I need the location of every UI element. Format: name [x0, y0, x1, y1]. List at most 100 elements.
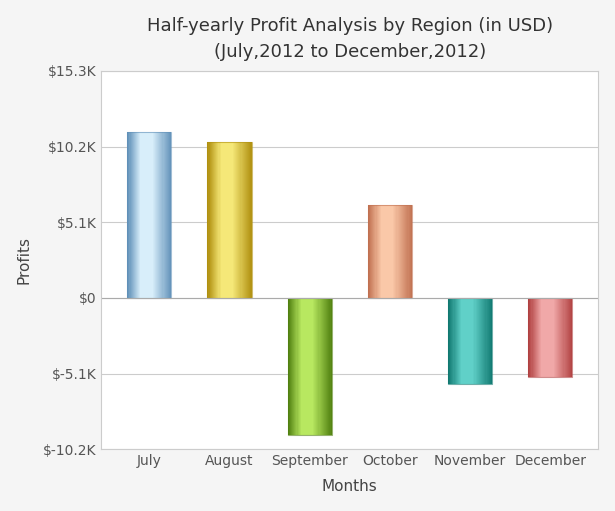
- Bar: [323, 298, 324, 434]
- Bar: [306, 298, 308, 434]
- Bar: [208, 142, 210, 298]
- Bar: [383, 204, 384, 298]
- Bar: [466, 298, 467, 384]
- Bar: [161, 132, 162, 298]
- Bar: [304, 298, 305, 434]
- Bar: [400, 204, 401, 298]
- Bar: [314, 298, 315, 434]
- Bar: [294, 298, 295, 434]
- Bar: [243, 142, 244, 298]
- Bar: [315, 298, 316, 434]
- Bar: [391, 204, 392, 298]
- Bar: [150, 132, 151, 298]
- Bar: [490, 298, 491, 384]
- Bar: [448, 298, 449, 384]
- Bar: [481, 298, 482, 384]
- Bar: [559, 298, 560, 377]
- Bar: [542, 298, 544, 377]
- Bar: [410, 204, 411, 298]
- Bar: [157, 132, 158, 298]
- Bar: [224, 142, 225, 298]
- Bar: [390, 204, 391, 298]
- Bar: [387, 204, 389, 298]
- Bar: [407, 204, 408, 298]
- Bar: [478, 298, 479, 384]
- Bar: [312, 298, 313, 434]
- Bar: [242, 142, 243, 298]
- Bar: [149, 132, 150, 298]
- Bar: [245, 142, 246, 298]
- Bar: [482, 298, 483, 384]
- Bar: [459, 298, 460, 384]
- Bar: [550, 298, 551, 377]
- Bar: [298, 298, 299, 434]
- Bar: [483, 298, 485, 384]
- Bar: [308, 298, 309, 434]
- Bar: [468, 298, 469, 384]
- Bar: [555, 298, 556, 377]
- Bar: [234, 142, 235, 298]
- Bar: [247, 142, 248, 298]
- Bar: [299, 298, 300, 434]
- Bar: [288, 298, 290, 434]
- Bar: [215, 142, 216, 298]
- Bar: [237, 142, 238, 298]
- Bar: [404, 204, 405, 298]
- Bar: [370, 204, 371, 298]
- Bar: [235, 142, 236, 298]
- Bar: [223, 142, 224, 298]
- Bar: [568, 298, 569, 377]
- Bar: [320, 298, 322, 434]
- Bar: [133, 132, 134, 298]
- Bar: [380, 204, 381, 298]
- Bar: [544, 298, 545, 377]
- Bar: [146, 132, 147, 298]
- Bar: [571, 298, 573, 377]
- Bar: [394, 204, 395, 298]
- Bar: [378, 204, 379, 298]
- Bar: [319, 298, 320, 434]
- Bar: [132, 132, 133, 298]
- Bar: [249, 142, 250, 298]
- Bar: [213, 142, 214, 298]
- Bar: [566, 298, 567, 377]
- Bar: [250, 142, 252, 298]
- Bar: [130, 132, 132, 298]
- Bar: [536, 298, 537, 377]
- Bar: [296, 298, 298, 434]
- Bar: [231, 142, 232, 298]
- Bar: [158, 132, 159, 298]
- Bar: [403, 204, 404, 298]
- Bar: [386, 204, 387, 298]
- Bar: [450, 298, 451, 384]
- Bar: [488, 298, 489, 384]
- Bar: [305, 298, 306, 434]
- Y-axis label: Profits: Profits: [17, 236, 31, 284]
- Bar: [382, 204, 383, 298]
- Bar: [528, 298, 573, 377]
- Bar: [221, 142, 222, 298]
- Bar: [384, 204, 386, 298]
- Bar: [449, 298, 450, 384]
- Bar: [565, 298, 566, 377]
- Bar: [228, 142, 229, 298]
- Bar: [491, 298, 492, 384]
- Bar: [290, 298, 291, 434]
- Bar: [557, 298, 558, 377]
- Bar: [539, 298, 541, 377]
- Bar: [164, 132, 165, 298]
- Bar: [248, 142, 249, 298]
- Title: Half-yearly Profit Analysis by Region (in USD)
(July,2012 to December,2012): Half-yearly Profit Analysis by Region (i…: [146, 17, 553, 61]
- Bar: [127, 132, 129, 298]
- Bar: [474, 298, 475, 384]
- Bar: [477, 298, 478, 384]
- Bar: [552, 298, 554, 377]
- Bar: [537, 298, 538, 377]
- Bar: [311, 298, 312, 434]
- Bar: [372, 204, 373, 298]
- Bar: [461, 298, 462, 384]
- Bar: [392, 204, 393, 298]
- Bar: [471, 298, 472, 384]
- Bar: [567, 298, 568, 377]
- Bar: [324, 298, 325, 434]
